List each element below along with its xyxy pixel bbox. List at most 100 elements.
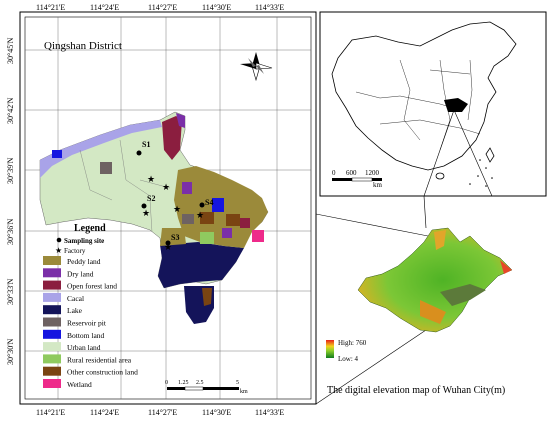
other-construction-patch-2	[226, 214, 240, 226]
site-label-s2: S2	[147, 194, 155, 203]
china-scale-0: 0	[332, 169, 336, 177]
scale-label-2: 2.5	[196, 380, 204, 386]
site-label-s3: S3	[171, 233, 179, 242]
top-tick-5: 114°33'E	[255, 3, 284, 12]
bottom-tick-2: 114°24'E	[90, 408, 119, 417]
sampling-site-symbol	[56, 237, 62, 243]
site-label-s1: S1	[142, 140, 150, 149]
factory-markers: ★ ★ ★ ★ ★ ★	[142, 174, 204, 252]
dry-land-patch-2	[222, 228, 232, 238]
legend-swatch	[43, 268, 61, 278]
china-scale-unit: km	[373, 181, 383, 189]
legend-factory: Factory	[64, 247, 86, 255]
bottom-tick-5: 114°33'E	[255, 408, 284, 417]
china-scale-bar: 0 600 1200 km	[332, 169, 383, 189]
legend-swatch	[43, 305, 61, 315]
scale-unit: km	[240, 389, 248, 395]
bottom-tick-4: 114°30'E	[202, 408, 231, 417]
open-forest-north	[162, 116, 182, 160]
legend-item-label: Lake	[67, 306, 83, 315]
legend-title: Legend	[74, 223, 106, 234]
factory-star: ★	[196, 210, 204, 220]
scale-label-0: 0	[165, 380, 168, 386]
left-tick-6: 30°30'N	[6, 338, 15, 365]
left-tick-4: 30°36'N	[6, 218, 15, 245]
lake-area	[158, 242, 244, 288]
factory-star: ★	[164, 242, 172, 252]
sampling-site-s4	[199, 202, 205, 208]
reservoir-pit-patch	[100, 162, 112, 174]
bottom-tick-3: 114°27'E	[148, 408, 177, 417]
wetland-patch	[252, 230, 264, 242]
scale-bar: 0 1.25 2.5 5 km	[165, 380, 248, 395]
main-map-inner-frame	[24, 16, 312, 400]
scale-label-3: 5	[236, 380, 239, 386]
legend-item-label: Open forest land	[67, 282, 117, 291]
legend-item-label: Other construction land	[67, 368, 138, 377]
legend-swatch	[43, 366, 61, 376]
reservoir-pit-patch-2	[182, 214, 194, 224]
inset-connectors	[315, 109, 493, 405]
dry-land-patch	[182, 182, 192, 194]
top-tick-4: 114°30'E	[202, 3, 231, 12]
left-tick-3: 30°39'N	[6, 157, 15, 184]
cacal-area	[40, 120, 162, 178]
sampling-site-s3	[165, 240, 171, 246]
left-tick-1: 30°45'N	[6, 37, 15, 64]
legend-item-label: Cacal	[67, 294, 84, 303]
legend-swatch	[43, 329, 61, 339]
dem-caption: The digital elevation map of Wuhan City(…	[327, 385, 505, 396]
legend-swatch	[43, 280, 61, 290]
china-map	[331, 21, 517, 180]
china-scale-600: 600	[346, 169, 357, 177]
scale-label-1: 1.25	[178, 380, 189, 386]
legend-swatch	[43, 354, 61, 364]
dry-land-north	[176, 113, 185, 128]
wuhan-dem-map	[357, 227, 513, 333]
legend-item-label: Urban land	[67, 343, 101, 352]
other-construction-south	[202, 288, 212, 306]
legend-item-label: Bottom land	[67, 331, 105, 340]
south-sea-dots	[469, 159, 493, 187]
top-tick-1: 114°21'E	[36, 3, 65, 12]
factory-star: ★	[142, 208, 150, 218]
factory-star: ★	[147, 174, 155, 184]
legend: Legend Sampling site ★ Factory Peddy lan…	[43, 223, 138, 389]
sampling-site-s2	[141, 203, 147, 209]
legend-swatch	[43, 379, 61, 388]
north-arrow-icon	[240, 52, 273, 82]
dem-low-label: Low: 4	[338, 355, 359, 363]
district-map	[39, 111, 269, 324]
legend-swatch	[43, 342, 61, 352]
site-label-s4: S4	[205, 198, 213, 207]
factory-star: ★	[173, 204, 181, 214]
left-tick-2: 30°42'N	[6, 97, 15, 124]
legend-swatch	[43, 256, 61, 265]
open-forest-patch	[240, 218, 250, 228]
district-title: Qingshan District	[44, 40, 122, 52]
factory-star-icon: ★	[55, 246, 62, 255]
legend-item-label: Rural residential area	[67, 355, 132, 364]
dem-color-ramp	[326, 340, 334, 358]
china-scale-1200: 1200	[365, 169, 380, 177]
top-tick-2: 114°24'E	[90, 3, 119, 12]
sampling-site-s1	[136, 150, 142, 156]
legend-item-label: Reservoir pit	[67, 319, 107, 328]
legend-item-label: Peddy land	[67, 257, 101, 266]
legend-item-label: Wetland	[67, 380, 92, 389]
sampling-sites: S1 S2 S3 S4	[136, 140, 213, 246]
bottom-land-west	[52, 150, 62, 158]
bottom-tick-1: 114°21'E	[36, 408, 65, 417]
legend-swatch	[43, 317, 61, 327]
legend-sampling-site: Sampling site	[64, 237, 104, 245]
other-construction-patch-1	[200, 212, 214, 224]
legend-item-label: Dry land	[67, 269, 94, 278]
legend-swatch	[43, 292, 61, 302]
top-tick-3: 114°27'E	[148, 3, 177, 12]
legend-items: Peddy land Dry land Open forest land Cacal L…	[43, 256, 138, 389]
left-tick-5: 30°33'N	[6, 278, 15, 305]
hubei-highlight	[444, 98, 468, 112]
factory-star: ★	[162, 182, 170, 192]
bottom-land-patch	[212, 198, 224, 212]
